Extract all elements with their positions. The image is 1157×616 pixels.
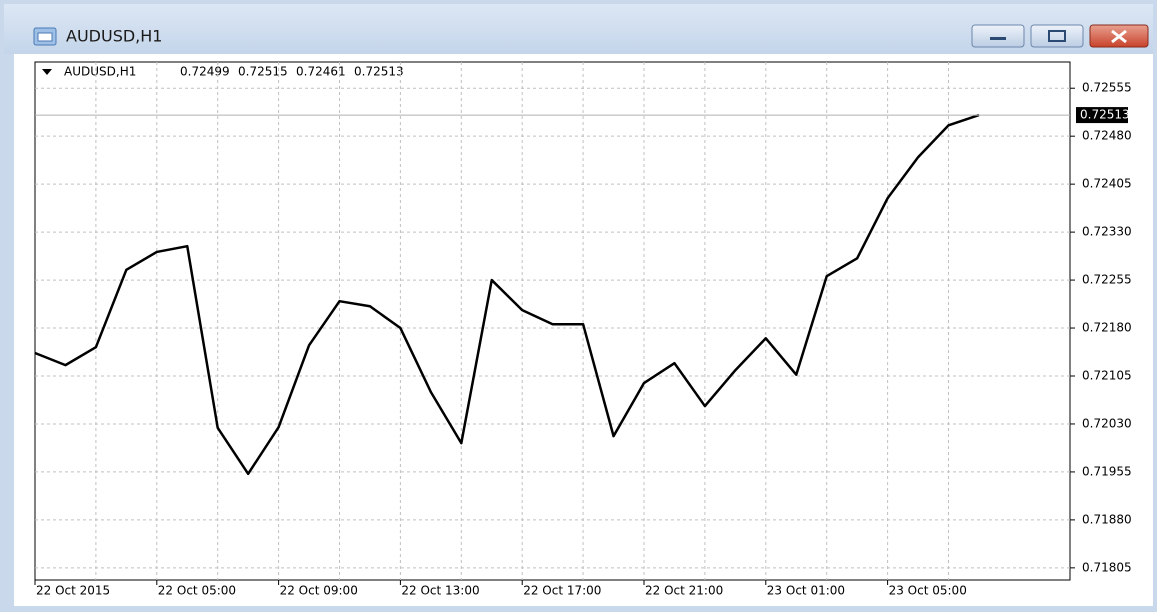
y-tick-label: 0.72405 (1082, 177, 1132, 191)
restore-button[interactable] (1030, 24, 1084, 48)
window-title: AUDUSD,H1 (66, 27, 162, 46)
x-tick-label: 22 Oct 17:00 (523, 584, 601, 598)
ohlc-value: 0.72499 (180, 65, 230, 79)
close-button[interactable] (1089, 24, 1149, 48)
ohlc-value: 0.72515 (238, 65, 288, 79)
x-tick-label: 22 Oct 05:00 (158, 584, 236, 598)
minimize-button[interactable] (971, 24, 1025, 48)
ohlc-value: 0.72461 (296, 65, 346, 79)
y-tick-label: 0.72330 (1082, 225, 1132, 239)
price-tag-label: 0.72513 (1080, 108, 1130, 122)
y-tick-label: 0.72030 (1082, 416, 1132, 430)
plot-frame (34, 61, 1071, 581)
y-tick-label: 0.72180 (1082, 321, 1132, 335)
ohlc-value: 0.72513 (354, 65, 404, 79)
dropdown-arrow[interactable] (42, 69, 52, 75)
window-icon (33, 27, 57, 46)
title-bar (4, 4, 1153, 54)
x-tick-label: 23 Oct 01:00 (767, 584, 845, 598)
x-tick-label: 22 Oct 21:00 (645, 584, 723, 598)
y-tick-label: 0.72555 (1082, 81, 1132, 95)
x-tick-label: 23 Oct 05:00 (889, 584, 967, 598)
y-tick-label: 0.72105 (1082, 368, 1132, 382)
symbol-label: AUDUSD,H1 (64, 65, 136, 79)
y-tick-label: 0.71955 (1082, 464, 1132, 478)
price-tag (1076, 107, 1128, 124)
y-tick-label: 0.71880 (1082, 512, 1132, 526)
y-tick-label: 0.72255 (1082, 273, 1132, 287)
x-tick-label: 22 Oct 09:00 (280, 584, 358, 598)
x-tick-label: 22 Oct 2015 (36, 584, 110, 598)
y-tick-label: 0.72480 (1082, 129, 1132, 143)
y-tick-label: 0.71805 (1082, 560, 1132, 574)
x-tick-label: 22 Oct 13:00 (401, 584, 479, 598)
price-line (34, 113, 980, 476)
